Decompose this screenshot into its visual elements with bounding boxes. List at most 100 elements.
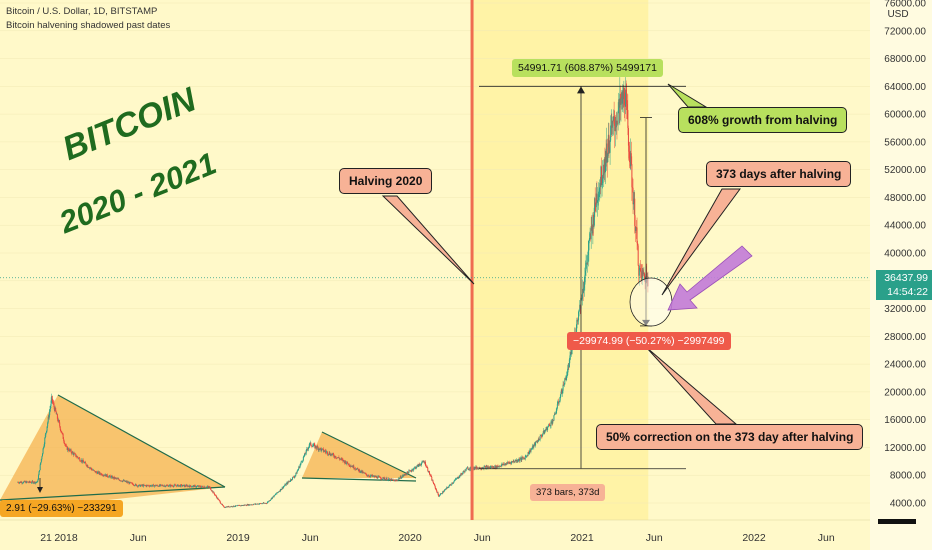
candle — [606, 143, 608, 163]
candle — [376, 477, 378, 479]
candle — [619, 93, 621, 105]
candle — [609, 140, 611, 153]
candle — [248, 504, 250, 506]
candle — [320, 448, 322, 451]
candle — [642, 270, 644, 275]
candle — [603, 158, 605, 174]
candle — [189, 485, 191, 488]
candle — [418, 464, 420, 467]
candle — [458, 476, 460, 478]
candle — [352, 466, 354, 468]
candle — [388, 478, 390, 480]
candle — [158, 486, 160, 487]
candle — [529, 449, 531, 453]
candle — [173, 484, 175, 486]
candle — [297, 470, 299, 472]
candle — [90, 467, 92, 469]
candle — [568, 366, 570, 368]
candle — [95, 471, 97, 473]
x-tick-label: 2020 — [398, 532, 422, 544]
candle — [122, 480, 124, 481]
candle — [317, 447, 319, 450]
candle — [201, 486, 203, 487]
candle — [137, 485, 139, 487]
candle — [25, 481, 27, 484]
candle — [291, 479, 293, 481]
candle — [270, 498, 272, 500]
candle — [75, 456, 77, 458]
candle — [613, 116, 615, 121]
candle — [321, 448, 323, 450]
candle — [180, 484, 182, 487]
candle — [445, 488, 447, 490]
candle — [47, 422, 49, 427]
candle — [207, 486, 209, 487]
candle — [605, 151, 607, 173]
candle — [234, 506, 236, 508]
candle — [165, 486, 167, 487]
candle — [607, 134, 609, 155]
candle — [58, 420, 60, 422]
candle — [600, 166, 602, 188]
candle — [102, 475, 104, 476]
candle — [623, 87, 625, 105]
candle — [150, 485, 152, 486]
candle — [283, 485, 285, 487]
candle — [101, 473, 103, 476]
candle — [136, 484, 138, 487]
candle — [463, 471, 465, 473]
candle — [244, 504, 246, 506]
candle — [420, 465, 422, 466]
candle — [126, 481, 128, 483]
candle — [493, 466, 495, 468]
candle — [89, 467, 91, 469]
candle — [151, 485, 153, 487]
candle — [99, 472, 101, 474]
candle — [73, 453, 75, 456]
candle — [338, 457, 340, 459]
candle — [279, 489, 281, 492]
candle — [449, 484, 451, 487]
candle — [417, 464, 419, 467]
candle — [509, 462, 511, 464]
candle — [350, 466, 352, 467]
candle — [611, 125, 613, 128]
candle — [625, 89, 627, 107]
candle — [141, 484, 143, 486]
candle — [197, 485, 199, 487]
candle — [623, 87, 625, 100]
candle — [324, 450, 326, 452]
candle — [549, 424, 551, 427]
candle — [156, 485, 158, 486]
candle — [452, 482, 454, 484]
candle — [150, 485, 152, 487]
candle — [285, 483, 287, 486]
candle — [244, 504, 246, 506]
candle — [577, 320, 579, 322]
candle — [406, 471, 408, 475]
candle — [519, 458, 521, 461]
candle — [223, 505, 225, 507]
candle — [211, 490, 213, 491]
scale-handle — [878, 519, 916, 524]
candle — [389, 478, 391, 480]
candle — [31, 482, 33, 484]
candle — [644, 278, 646, 283]
candle — [169, 484, 171, 486]
candle — [54, 406, 56, 412]
candle — [204, 487, 206, 489]
candle — [345, 461, 347, 464]
candle — [67, 448, 69, 450]
candle — [57, 418, 59, 422]
candle — [415, 467, 417, 469]
candle — [603, 173, 605, 176]
candle — [447, 487, 449, 488]
candle — [97, 472, 99, 474]
candle — [71, 451, 73, 454]
candle — [451, 483, 453, 484]
candle — [520, 457, 522, 461]
candle — [199, 485, 201, 487]
candle — [360, 470, 362, 473]
